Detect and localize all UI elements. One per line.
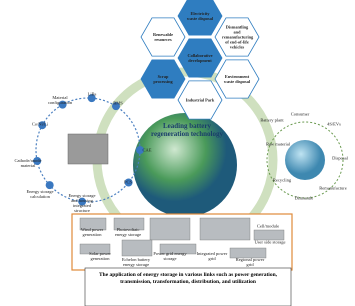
application-label: Wind power generation xyxy=(75,227,109,237)
ring-label: Disposal xyxy=(326,156,354,161)
diagram: Leading battery regeneration technology … xyxy=(0,0,355,306)
application-label: Photovoltaic energy storage xyxy=(111,227,145,237)
hexagon-label: Industrial Park xyxy=(185,98,215,103)
center-title: Leading battery regeneration technology xyxy=(150,122,224,138)
ring-label: 4S/EVs xyxy=(320,122,348,127)
hexagon-label: Electricity waste disposal xyxy=(185,11,215,21)
caption: The application of energy storage in var… xyxy=(88,272,288,285)
photo xyxy=(200,218,250,240)
ring-label: Dismantle xyxy=(290,196,318,201)
ring-label: Battery plant xyxy=(258,118,286,123)
application-label: User side storage xyxy=(253,240,287,245)
ring-node xyxy=(46,181,54,189)
photo xyxy=(150,218,190,240)
ring-label: Cathode/anode material xyxy=(13,158,43,168)
ring-label: Co/Ni/Li xyxy=(25,122,55,127)
ring-label: BMS xyxy=(108,101,128,106)
ring-label: Energy storage calculation xyxy=(25,189,55,199)
hexagon-label: Dismantling and remanufacturing of end-o… xyxy=(222,25,252,50)
hexagon-label: Collaborative development xyxy=(185,53,215,63)
battery-image xyxy=(68,134,108,164)
application-label: Integrated power grid xyxy=(195,251,229,261)
hexagon-label: Environment waste disposal xyxy=(222,74,252,84)
ring-label: Energy storage and housing integrated st… xyxy=(65,193,99,213)
photo xyxy=(254,230,284,240)
ring-label: Raw material xyxy=(264,142,292,147)
ring-label: Remanufacture xyxy=(319,186,347,191)
application-label: Solar power generation xyxy=(83,251,117,261)
application-label: Cell/module xyxy=(251,224,285,229)
application-label: Power grid energy storage xyxy=(153,251,187,261)
application-label: Echelon battery energy storage xyxy=(119,257,153,267)
ring-label: Recycling xyxy=(268,178,296,183)
application-label: Regional power grid xyxy=(233,257,267,267)
ring-label: CAE xyxy=(140,148,154,153)
ring-label: Consumer xyxy=(286,112,314,117)
photo xyxy=(122,240,152,256)
ring-label: PCS xyxy=(121,180,135,185)
hexagon-label: Renewable resources xyxy=(148,32,178,42)
hexagon-label: Scrap processing xyxy=(148,74,178,84)
ring-label: LiBs xyxy=(82,92,102,97)
ring-label: Material configuration xyxy=(40,95,80,105)
